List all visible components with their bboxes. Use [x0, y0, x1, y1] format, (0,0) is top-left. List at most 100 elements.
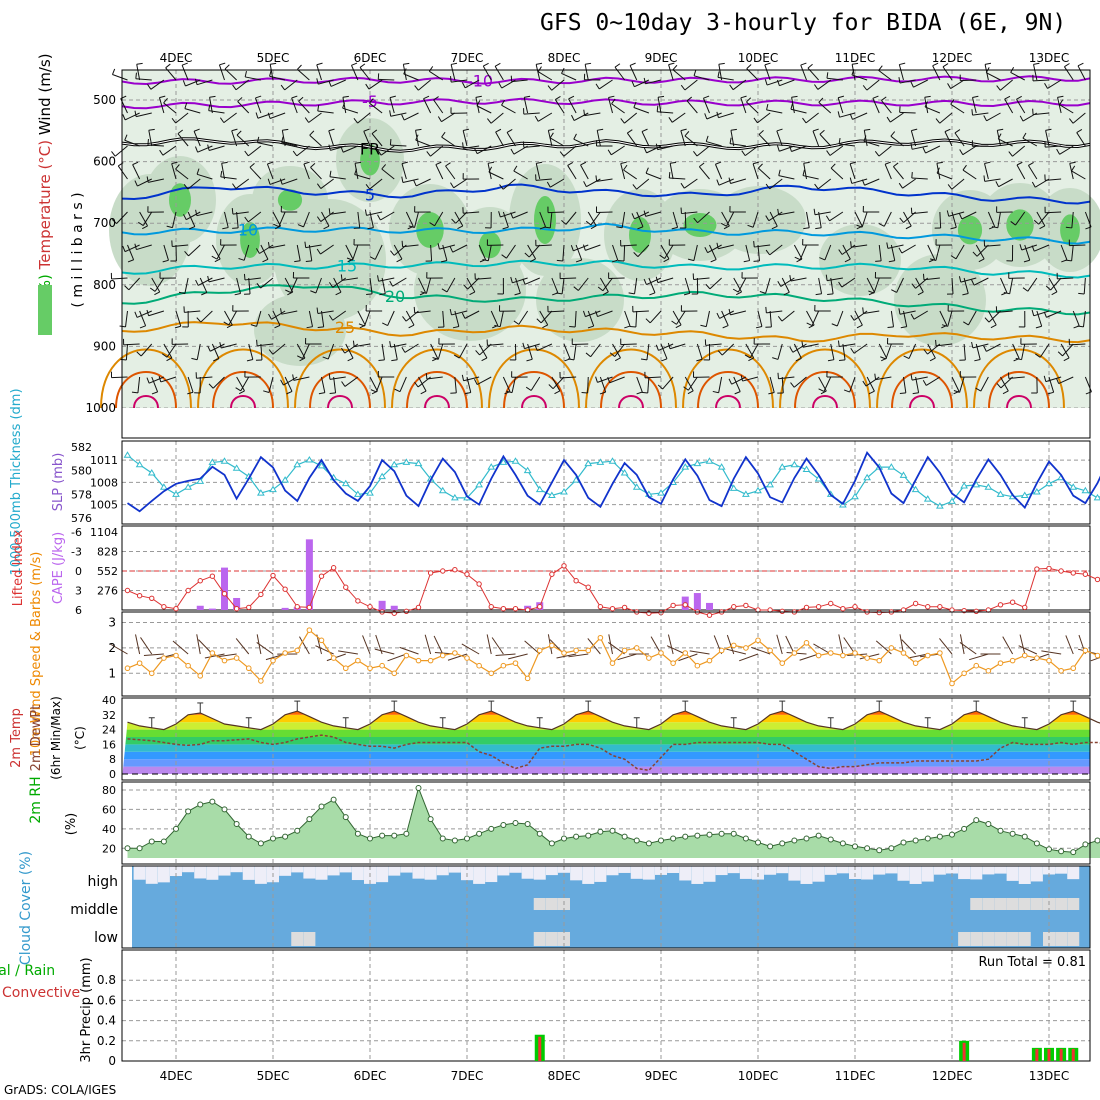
wind10m-point	[840, 652, 846, 659]
wind-barb	[208, 104, 211, 111]
wind10m-point	[476, 662, 482, 669]
wind-barb	[327, 343, 335, 360]
rh-point	[173, 825, 179, 832]
wind-barb	[583, 109, 586, 116]
wind-barb	[213, 358, 220, 362]
wind-barb	[944, 131, 953, 147]
wind10m-point	[342, 665, 349, 672]
cloud-low-gap	[1055, 932, 1068, 946]
wind-barb	[608, 97, 613, 114]
thickness-point	[632, 483, 641, 490]
wind-barb	[705, 310, 710, 327]
wind-barb	[899, 79, 916, 84]
cloud-high-gap	[642, 866, 655, 880]
wind-barb	[627, 129, 633, 134]
wind-barb	[330, 145, 346, 151]
wind-barb	[114, 145, 128, 157]
wind-barb	[646, 343, 650, 360]
thickness-point	[729, 484, 738, 491]
wind-barb	[1072, 310, 1080, 327]
wind-barb	[401, 346, 406, 353]
wind-barb	[303, 211, 310, 228]
wind-barb	[935, 339, 937, 346]
wind-barb	[189, 226, 196, 230]
rh-point	[876, 847, 883, 854]
cloud-mid-gap	[1067, 898, 1080, 910]
cloud-high-gap	[788, 866, 801, 881]
li-point	[488, 604, 494, 610]
wind-barb	[420, 291, 427, 294]
pressure-tick-label: 700	[93, 216, 116, 230]
wind-barb	[670, 161, 677, 164]
surface-temp-arc	[115, 371, 177, 409]
wind-barb	[939, 211, 942, 229]
wind-barb	[247, 211, 262, 223]
wind-barb	[1000, 376, 1013, 389]
wind-barb	[381, 164, 387, 170]
wind10m-point	[524, 675, 531, 682]
thickness-point	[1081, 486, 1090, 494]
wind-barb	[645, 167, 649, 174]
wind-barb	[211, 244, 221, 260]
wind-barb	[482, 258, 489, 262]
wind-barb	[340, 146, 344, 153]
wind-barb	[888, 260, 895, 263]
wind-barb	[746, 68, 759, 81]
wind-barb	[1031, 245, 1035, 252]
cloud-high-gap	[606, 866, 619, 876]
wind10m-point	[585, 647, 592, 654]
wind-barb	[305, 244, 322, 249]
wind-barb	[464, 79, 480, 89]
wind-barb	[781, 376, 784, 393]
wind-barb	[369, 102, 383, 114]
li-tick-label: 0	[75, 565, 82, 578]
wind-barb	[703, 95, 710, 99]
wind10m-point	[355, 657, 361, 664]
wind-barb	[776, 145, 780, 152]
wind10m-point	[464, 655, 470, 661]
wind-barb	[267, 161, 274, 165]
wind-barb	[1000, 277, 1008, 293]
rh-point	[391, 832, 398, 839]
wind10m-barb	[666, 645, 686, 655]
wind-barb	[783, 291, 790, 296]
wind-barb	[759, 290, 766, 294]
surface-temp-arc	[794, 371, 856, 409]
wind-barb	[333, 376, 337, 393]
wind-barb	[805, 112, 819, 124]
wind-barb	[555, 96, 561, 100]
wind-barb	[552, 376, 565, 390]
wind-barb	[818, 101, 832, 114]
wind-barb	[1012, 145, 1026, 157]
wind10m-barb	[1019, 634, 1026, 655]
wind-barb	[880, 356, 887, 360]
wind-barb	[328, 373, 331, 380]
pressure-tick-label: 900	[93, 339, 116, 353]
wind-barb	[769, 376, 775, 393]
wind-barb	[839, 112, 856, 118]
rh-high-fill	[277, 189, 303, 211]
wind-barb	[160, 376, 177, 383]
cape-bar	[305, 539, 313, 610]
wind-barb	[547, 85, 553, 91]
wind-barb	[464, 310, 480, 319]
rh-point	[245, 833, 252, 840]
wind-barb	[898, 182, 903, 189]
cloud-low-gap	[533, 932, 546, 946]
wind-barb	[523, 112, 540, 115]
cloud-high-gap	[497, 866, 510, 876]
temp-tick-label: 8	[109, 753, 116, 766]
rh-point	[936, 833, 943, 840]
wind-barb	[462, 142, 464, 149]
wind-barb	[826, 150, 831, 156]
wind-barb	[1008, 376, 1025, 379]
panel-ylabel: SLP (mb)	[51, 453, 66, 512]
li-point	[706, 612, 713, 618]
thickness-point	[535, 485, 544, 493]
wind-barb	[998, 178, 1013, 188]
cloud-high-gap	[1006, 866, 1019, 881]
rh-high-fill	[683, 213, 717, 237]
cloud-high-gap	[667, 866, 680, 874]
wind10m-point	[488, 670, 495, 677]
wind-barb	[950, 79, 965, 89]
